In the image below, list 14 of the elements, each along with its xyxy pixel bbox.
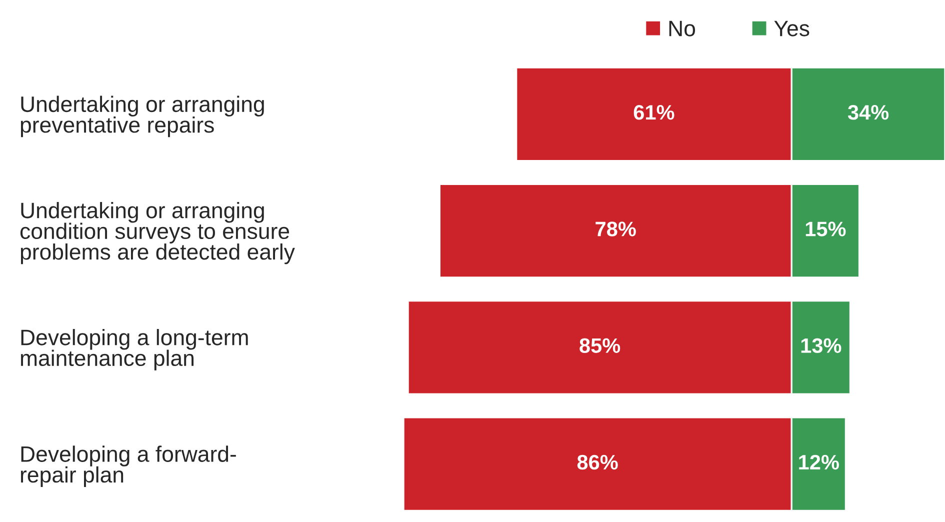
- y-tick-label: Developing a forward- repair plan: [20, 446, 236, 488]
- legend-label: No: [669, 20, 696, 36]
- data-label: 85%: [580, 338, 620, 354]
- y-tick-label: Undertaking or arranging preventative repairs: [20, 96, 264, 138]
- data-label: 34%: [848, 105, 889, 120]
- y-tick-label: Developing a long-term maintenance plan: [20, 329, 248, 370]
- data-label: 86%: [577, 454, 618, 470]
- series-label: Yes: [774, 20, 810, 36]
- data-label: 15%: [806, 222, 846, 236]
- data-label: 13%: [801, 338, 842, 354]
- data-label: 12%: [799, 454, 839, 470]
- data-label: 61%: [634, 105, 674, 120]
- data-label: 78%: [596, 222, 636, 236]
- y-tick-label: Undertaking or arranging condition surveys to ensure problems are detected early: [20, 202, 295, 264]
